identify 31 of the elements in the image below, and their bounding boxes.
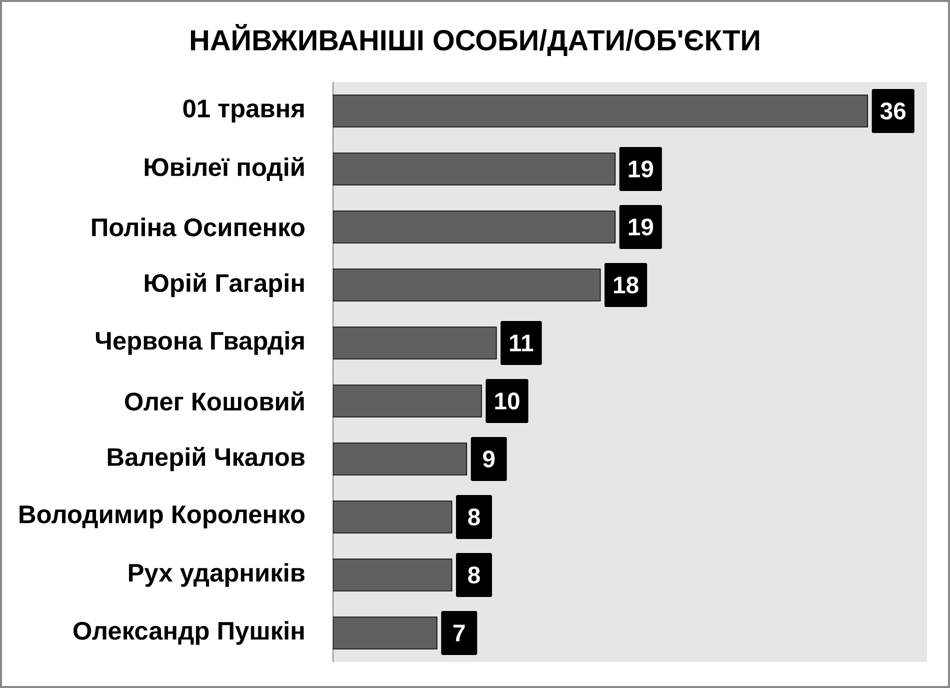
bar [333,210,616,244]
data-label: 10 [495,392,520,410]
y-tick-label: Ювілеї подій [144,157,304,181]
bar [333,152,616,186]
bar [333,94,868,128]
y-tick-label: Рух ударників [128,563,305,587]
chart-title: НАЙВЖИВАНІШІ ОСОБИ/ДАТИ/ОБ'ЄКТИ [190,24,760,56]
data-label: 8 [468,566,480,584]
bar [333,558,452,592]
data-label: 19 [628,160,654,178]
bar [333,384,482,418]
bar [333,442,468,476]
y-tick-label: 01 травня [183,99,304,122]
bar [333,268,601,302]
data-label: 36 [880,102,906,120]
y-tick-label: Валерій Чкалов [108,446,304,472]
y-tick-label: Олександр Пушкін [74,621,304,645]
data-label: 7 [454,624,465,642]
data-label: 8 [468,508,480,526]
y-tick-label: Володимир Короленко [20,506,305,528]
y-tick-label: Юрій Гагарін [144,272,304,298]
bar [333,500,452,534]
bar [333,326,497,360]
y-tick-label: Поліна Осипенко [92,218,304,236]
y-tick-label: Червона Гвардія [96,331,304,355]
bar [333,616,438,650]
data-label: 11 [510,334,534,352]
data-label: 18 [614,276,638,294]
y-tick-label: Олег Кошовий [124,391,304,411]
data-label: 19 [628,218,654,236]
data-label: 9 [483,450,495,468]
